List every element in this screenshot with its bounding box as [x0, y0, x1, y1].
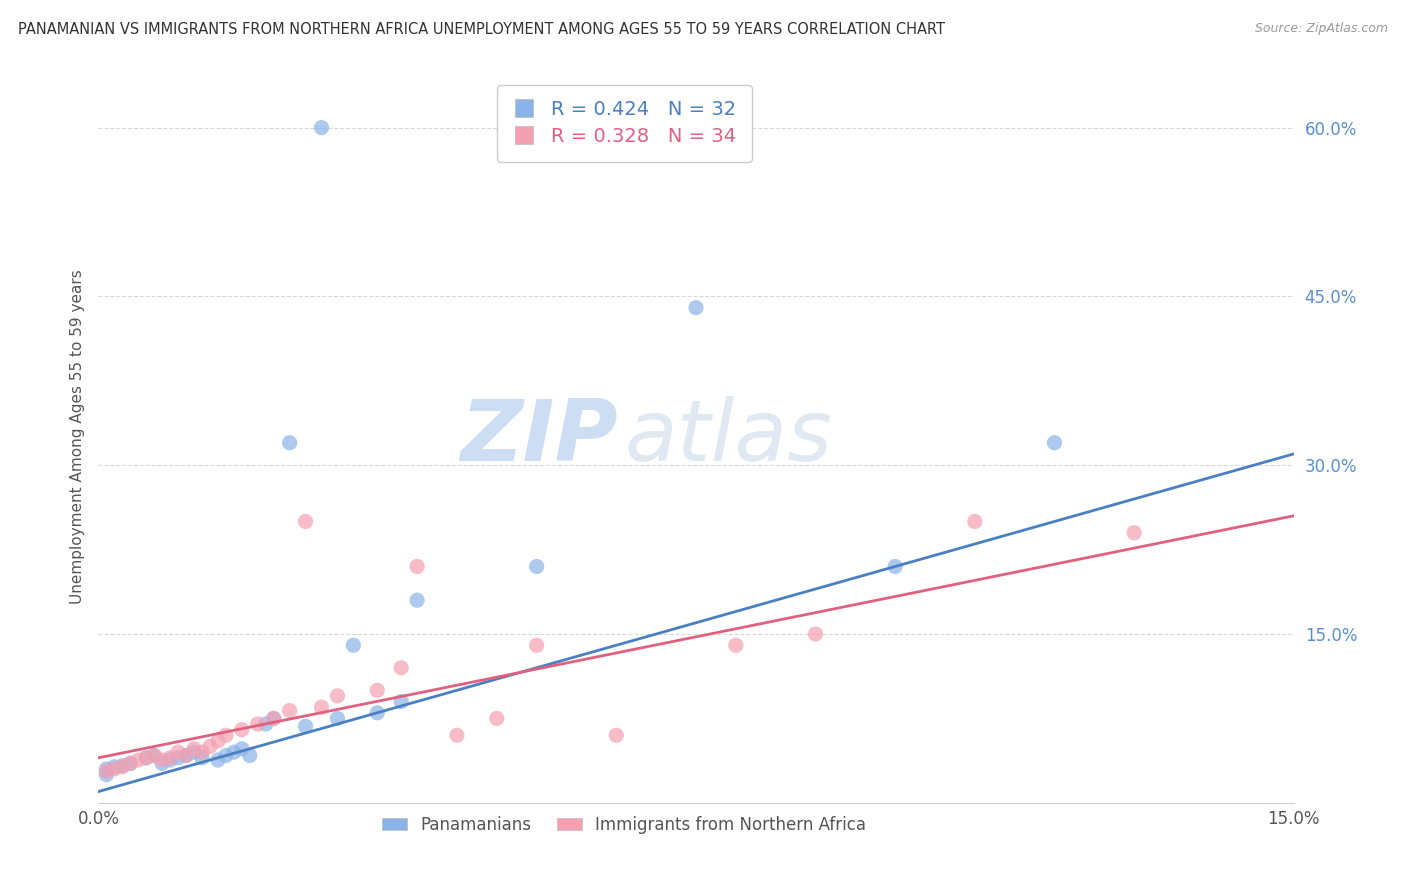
Point	[311, 120, 333, 135]
Point	[215, 748, 238, 763]
Point	[215, 728, 238, 742]
Point	[963, 515, 986, 529]
Point	[342, 638, 364, 652]
Point	[1043, 435, 1066, 450]
Point	[167, 745, 190, 759]
Point	[111, 758, 134, 772]
Point	[96, 767, 118, 781]
Point	[207, 734, 229, 748]
Point	[143, 748, 166, 763]
Point	[406, 559, 429, 574]
Legend: Panamanians, Immigrants from Northern Africa: Panamanians, Immigrants from Northern Af…	[371, 805, 877, 846]
Point	[191, 751, 214, 765]
Point	[278, 435, 301, 450]
Point	[207, 753, 229, 767]
Point	[135, 751, 157, 765]
Point	[174, 748, 197, 763]
Point	[884, 559, 907, 574]
Point	[111, 760, 134, 774]
Point	[96, 764, 118, 779]
Point	[150, 756, 173, 771]
Point	[263, 711, 285, 725]
Point	[198, 739, 221, 754]
Point	[159, 751, 181, 765]
Text: PANAMANIAN VS IMMIGRANTS FROM NORTHERN AFRICA UNEMPLOYMENT AMONG AGES 55 TO 59 Y: PANAMANIAN VS IMMIGRANTS FROM NORTHERN A…	[18, 22, 945, 37]
Text: atlas: atlas	[624, 395, 832, 479]
Point	[222, 745, 245, 759]
Y-axis label: Unemployment Among Ages 55 to 59 years: Unemployment Among Ages 55 to 59 years	[69, 269, 84, 605]
Point	[685, 301, 707, 315]
Point	[278, 704, 301, 718]
Point	[191, 745, 214, 759]
Point	[96, 762, 118, 776]
Point	[366, 683, 388, 698]
Point	[231, 741, 253, 756]
Point	[246, 717, 269, 731]
Point	[183, 745, 205, 759]
Point	[150, 753, 173, 767]
Point	[389, 694, 412, 708]
Point	[526, 559, 548, 574]
Point	[804, 627, 827, 641]
Point	[120, 756, 142, 771]
Point	[326, 689, 349, 703]
Point	[389, 661, 412, 675]
Point	[239, 748, 262, 763]
Point	[724, 638, 747, 652]
Point	[311, 700, 333, 714]
Point	[326, 711, 349, 725]
Point	[485, 711, 508, 725]
Point	[103, 762, 125, 776]
Point	[605, 728, 627, 742]
Point	[294, 719, 316, 733]
Point	[103, 760, 125, 774]
Point	[120, 756, 142, 771]
Point	[406, 593, 429, 607]
Text: Source: ZipAtlas.com: Source: ZipAtlas.com	[1254, 22, 1388, 36]
Point	[174, 748, 197, 763]
Point	[159, 753, 181, 767]
Point	[294, 515, 316, 529]
Point	[135, 751, 157, 765]
Point	[127, 753, 149, 767]
Point	[366, 706, 388, 720]
Point	[167, 751, 190, 765]
Point	[254, 717, 277, 731]
Text: ZIP: ZIP	[461, 395, 619, 479]
Point	[446, 728, 468, 742]
Point	[143, 748, 166, 763]
Point	[263, 711, 285, 725]
Point	[1123, 525, 1146, 540]
Point	[526, 638, 548, 652]
Point	[231, 723, 253, 737]
Point	[183, 741, 205, 756]
